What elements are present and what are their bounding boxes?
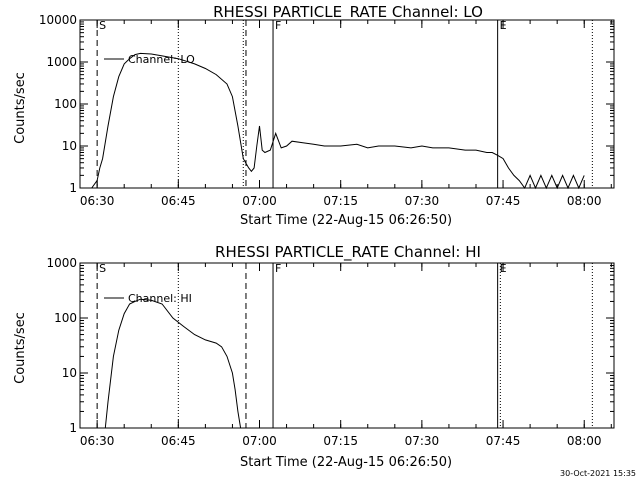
legend: Channel: HI <box>104 292 192 305</box>
y-tick-label: 100 <box>54 97 77 111</box>
y-tick-label: 10 <box>62 366 77 380</box>
plot-frame <box>79 19 615 189</box>
chart-title: RHESSI PARTICLE_RATE Channel: LO <box>213 3 483 22</box>
y-tick-label: 1000 <box>46 55 77 69</box>
y-axis-label: Counts/sec <box>13 312 28 384</box>
x-tick-label: 07:15 <box>323 434 358 448</box>
data-series <box>86 52 585 190</box>
event-marker-label: S <box>99 19 106 32</box>
chart-panel-hi: RHESSI PARTICLE_RATE Channel: HI Start T… <box>13 243 615 470</box>
event-markers: SFE <box>96 262 593 428</box>
y-tick-label: 1 <box>69 421 77 435</box>
x-axis-label: Start Time (22-Aug-15 06:26:50) <box>240 213 452 228</box>
x-tick-label: 06:30 <box>80 434 115 448</box>
x-tick-label: 06:45 <box>161 434 196 448</box>
x-tick-label: 08:00 <box>567 194 602 208</box>
x-tick-label: 07:45 <box>486 194 521 208</box>
event-marker-label: F <box>275 262 281 275</box>
x-tick-label: 07:15 <box>323 194 358 208</box>
x-tick-label: 08:00 <box>567 434 602 448</box>
x-tick-label: 07:00 <box>242 434 277 448</box>
y-tick-label: 1 <box>69 181 77 195</box>
legend-label: Channel: LO <box>128 53 195 66</box>
y-axis-ticks: 1 10 100 1000 <box>46 256 614 435</box>
chart-title: RHESSI PARTICLE_RATE Channel: HI <box>215 243 481 262</box>
legend-label: Channel: HI <box>128 292 192 305</box>
x-tick-label: 07:00 <box>242 194 277 208</box>
event-marker-label: F <box>275 19 281 32</box>
x-tick-label: 07:45 <box>486 434 521 448</box>
legend: Channel: LO <box>104 53 195 66</box>
y-tick-label: 100 <box>54 311 77 325</box>
x-tick-label: 07:30 <box>405 434 440 448</box>
x-axis-label: Start Time (22-Aug-15 06:26:50) <box>240 455 452 470</box>
series-line <box>104 298 242 429</box>
event-marker-label: S <box>99 262 106 275</box>
event-markers: SFE <box>96 19 593 188</box>
plot-frame <box>79 262 615 429</box>
chart-panel-lo: RHESSI PARTICLE_RATE Channel: LO Start T… <box>13 3 615 228</box>
x-tick-label: 06:30 <box>80 194 115 208</box>
y-axis-ticks: 1 10 100 1000 10000 <box>39 13 614 195</box>
data-series <box>104 298 242 429</box>
footer-date: 30-Oct-2021 15:35 <box>560 469 636 478</box>
x-tick-label: 07:30 <box>405 194 440 208</box>
y-axis-label: Counts/sec <box>13 72 28 144</box>
y-tick-label: 1000 <box>46 256 77 270</box>
x-axis-ticks: 06:30 06:45 07:00 07:15 07:30 07:45 08:00 <box>80 20 612 208</box>
x-axis-ticks: 06:30 06:45 07:00 07:15 07:30 07:45 08:00 <box>80 263 612 448</box>
series-line <box>86 52 585 190</box>
y-tick-label: 10 <box>62 139 77 153</box>
y-tick-label: 10000 <box>39 13 77 27</box>
x-tick-label: 06:45 <box>161 194 196 208</box>
